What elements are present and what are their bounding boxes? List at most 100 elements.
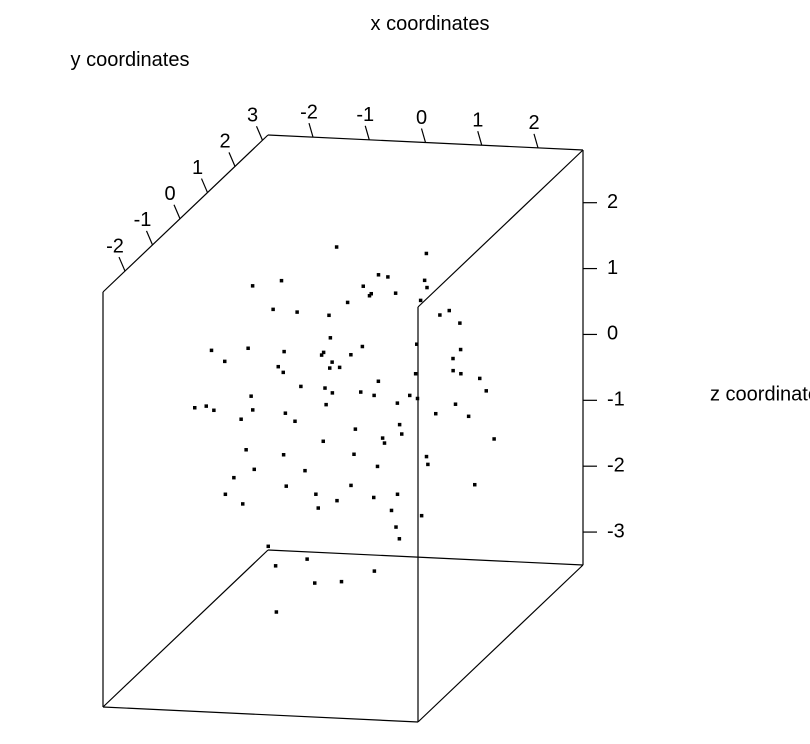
data-point: [396, 401, 400, 405]
data-point: [239, 417, 243, 421]
data-point: [451, 357, 455, 361]
x-axis-label: x coordinates: [371, 13, 490, 35]
axis-tick: [202, 179, 208, 193]
data-point: [349, 353, 353, 357]
data-point: [277, 365, 281, 369]
data-point: [448, 309, 452, 313]
data-point: [232, 476, 236, 480]
tick-label: -2: [106, 235, 124, 257]
data-point: [398, 537, 402, 541]
axis-tick: [229, 152, 235, 166]
data-point: [282, 350, 286, 354]
data-point: [425, 252, 429, 256]
data-point: [346, 301, 350, 305]
axis-tick: [365, 126, 369, 140]
data-point: [372, 496, 376, 500]
data-point: [373, 569, 377, 573]
data-point: [241, 502, 245, 506]
data-point: [285, 484, 289, 488]
data-point: [246, 347, 250, 351]
data-point: [394, 525, 398, 529]
data-point: [205, 404, 209, 408]
data-point: [390, 509, 394, 513]
data-point: [327, 314, 331, 318]
scatter3d-plot: -2-1012-2-10123-3-2-1012x coordinatesy c…: [0, 0, 810, 744]
tick-label: 1: [472, 109, 483, 131]
data-point: [253, 468, 257, 472]
data-point: [224, 493, 228, 497]
data-point: [467, 415, 471, 419]
data-point: [425, 286, 429, 290]
data-point: [317, 506, 321, 510]
axis-tick: [174, 205, 180, 219]
data-point: [362, 284, 366, 288]
data-point: [299, 385, 303, 389]
data-point: [485, 389, 489, 393]
data-point: [251, 408, 255, 412]
data-point: [459, 348, 463, 352]
data-point: [420, 514, 424, 518]
tick-label: 0: [607, 323, 618, 345]
axis-tick: [309, 123, 313, 137]
data-point: [303, 469, 307, 473]
data-point: [438, 313, 442, 317]
data-point: [322, 440, 326, 444]
data-point: [314, 492, 318, 496]
axis-tick: [422, 129, 426, 143]
data-point: [386, 275, 390, 279]
tick-label: -2: [607, 454, 625, 476]
axis-tick: [147, 231, 153, 245]
data-point: [434, 412, 438, 416]
data-point: [394, 291, 398, 295]
data-point: [454, 402, 458, 406]
data-point: [244, 448, 248, 452]
data-point: [223, 360, 227, 364]
axis-tick: [478, 131, 482, 145]
data-point: [210, 349, 214, 353]
data-point: [322, 351, 326, 355]
tick-label: 1: [192, 157, 203, 179]
data-point: [335, 245, 339, 249]
data-point: [368, 294, 372, 298]
y-axis-label: y coordinates: [71, 49, 190, 71]
data-point: [330, 360, 334, 364]
data-point: [415, 342, 419, 346]
data-point: [282, 453, 286, 457]
data-point: [324, 403, 328, 407]
data-point: [295, 310, 299, 314]
data-point: [282, 371, 286, 375]
data-point: [425, 455, 429, 459]
data-point: [323, 386, 327, 390]
data-point: [372, 394, 376, 398]
data-point: [331, 391, 335, 395]
data-point: [335, 499, 339, 503]
box-edge: [418, 565, 583, 722]
axis-tick: [257, 126, 263, 140]
data-point: [376, 465, 380, 469]
box-edge: [103, 707, 418, 722]
data-point: [340, 580, 344, 584]
data-point: [212, 409, 216, 413]
data-point: [398, 423, 402, 427]
tick-label: 2: [528, 112, 539, 134]
tick-label: 0: [416, 107, 427, 129]
box-edge: [418, 150, 583, 307]
data-point: [423, 279, 427, 283]
box-edge: [268, 550, 583, 565]
data-point: [408, 394, 412, 398]
axis-tick: [534, 134, 538, 148]
data-point: [478, 377, 482, 381]
data-point: [193, 406, 197, 410]
data-point: [396, 493, 400, 497]
data-point: [267, 545, 271, 549]
tick-label: 2: [219, 131, 230, 153]
data-point: [414, 372, 418, 376]
data-point: [416, 397, 420, 401]
data-point: [473, 483, 477, 487]
axis-tick: [119, 257, 125, 271]
tick-label: 0: [164, 183, 175, 205]
tick-label: -3: [607, 520, 625, 542]
data-point: [459, 372, 463, 376]
data-point: [377, 273, 381, 277]
tick-label: 1: [607, 257, 618, 279]
